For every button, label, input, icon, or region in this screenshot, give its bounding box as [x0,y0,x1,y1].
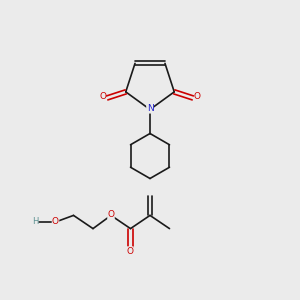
Text: O: O [107,210,115,219]
Text: O: O [100,92,106,101]
Text: O: O [126,247,134,256]
Text: H: H [32,218,38,226]
Text: O: O [194,92,200,101]
Text: O: O [52,217,59,226]
Text: N: N [147,104,153,113]
